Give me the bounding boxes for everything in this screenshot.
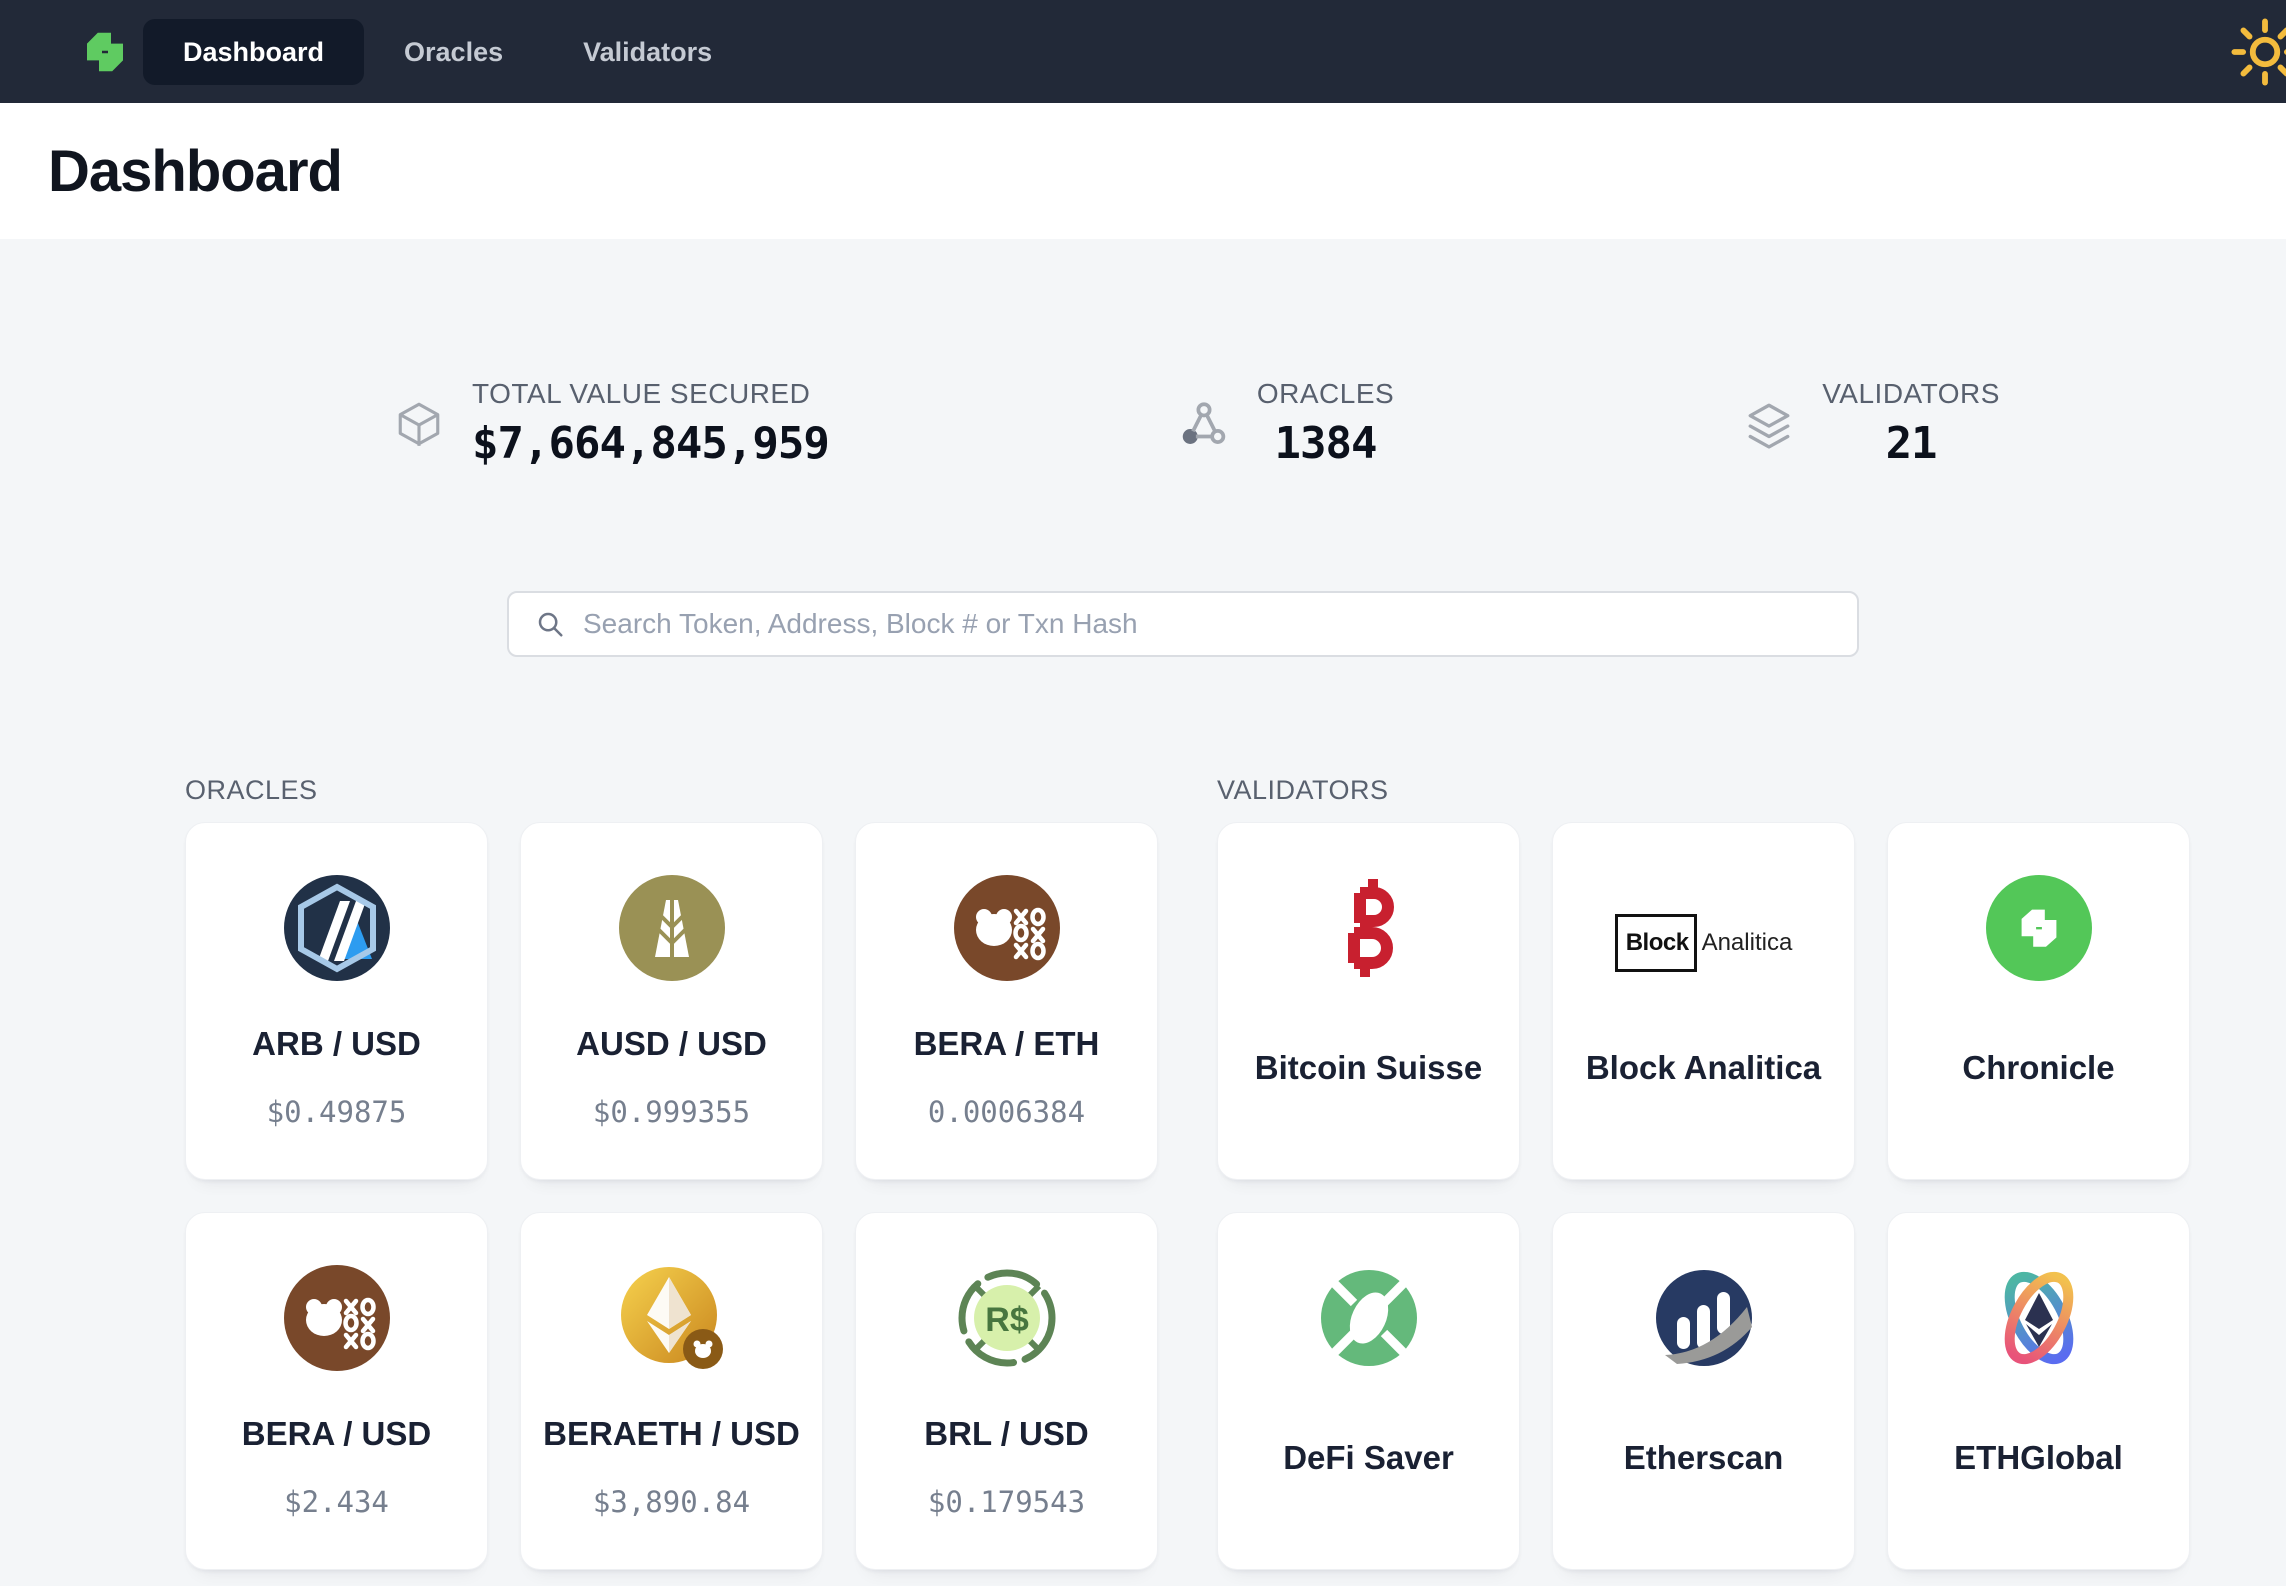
validator-card-bitcoin-suisse[interactable]: Bitcoin Suisse	[1217, 822, 1520, 1180]
pair-price: $0.179543	[927, 1485, 1086, 1519]
oracle-card-arb-usd[interactable]: ARB / USD $0.49875	[185, 822, 488, 1180]
validators-section: VALIDATORS Bitcoin Suisse	[1217, 775, 2190, 1570]
validator-cards: Bitcoin Suisse Block Analitica Block Ana…	[1217, 822, 2190, 1570]
oracle-cards: ARB / USD $0.49875 AUSD / USD	[185, 822, 1158, 1570]
oracle-card-bera-eth[interactable]: BERA / ETH 0.0006384	[855, 822, 1158, 1180]
arbitrum-icon	[283, 875, 390, 981]
ethglobal-icon	[2004, 1271, 2073, 1365]
bera-icon	[953, 875, 1060, 981]
block-analitica-logo: Block Analitica	[1614, 875, 1792, 981]
block-analitica-box: Block	[1614, 914, 1697, 972]
layers-icon	[1748, 403, 1790, 449]
cube-icon	[398, 402, 440, 446]
pair-name: BERA / USD	[241, 1415, 432, 1452]
stat-value: 21	[1885, 418, 1938, 469]
pair-name: BERAETH / USD	[543, 1415, 800, 1452]
validator-card-block-analitica[interactable]: Block Analitica Block Analitica	[1552, 822, 1855, 1180]
content-columns: ORACLES ARB / USD $0.49875	[185, 775, 2286, 1570]
block-analitica-rest: Analitica	[1701, 929, 1793, 956]
validator-card-chronicle[interactable]: Chronicle	[1887, 822, 2190, 1180]
validator-name: ETHGlobal	[1954, 1439, 2123, 1476]
validators-section-label: VALIDATORS	[1217, 775, 1389, 805]
pair-price: 0.0006384	[927, 1095, 1086, 1129]
stat-oracles: ORACLES 1384	[1179, 378, 1394, 469]
beraeth-icon	[620, 1267, 723, 1369]
search-input[interactable]	[583, 608, 1831, 640]
ausd-icon	[618, 875, 725, 981]
bera-icon	[283, 1265, 390, 1371]
stat-label: VALIDATORS	[1822, 378, 2000, 409]
network-icon	[1182, 401, 1226, 444]
stat-validators: VALIDATORS 21	[1744, 378, 2000, 469]
validator-name: Etherscan	[1623, 1439, 1784, 1476]
pair-name: AUSD / USD	[576, 1025, 767, 1062]
validator-name: DeFi Saver	[1283, 1439, 1454, 1476]
svg-text:R$: R$	[985, 1301, 1029, 1339]
chronicle-icon	[1985, 875, 2092, 981]
stat-value: 1384	[1274, 418, 1378, 469]
stats-row: TOTAL VALUE SECURED $7,664,845,959 ORACL…	[0, 378, 2286, 469]
stat-total-value-secured: TOTAL VALUE SECURED $7,664,845,959	[394, 378, 830, 469]
navbar: Dashboard Oracles Validators	[0, 0, 2286, 103]
pair-name: BRL / USD	[924, 1415, 1089, 1452]
nav-item-dashboard[interactable]: Dashboard	[143, 18, 365, 85]
oracle-card-ausd-usd[interactable]: AUSD / USD $0.999355	[520, 822, 823, 1180]
bitcoin-suisse-icon	[1347, 879, 1394, 977]
validator-name: Chronicle	[1962, 1049, 2115, 1086]
pair-name: ARB / USD	[252, 1025, 421, 1062]
search-bar	[507, 591, 1859, 657]
oracles-section: ORACLES ARB / USD $0.49875	[185, 775, 1158, 1570]
stat-label: ORACLES	[1256, 378, 1395, 409]
stat-label: TOTAL VALUE SECURED	[472, 378, 811, 409]
validator-name: Bitcoin Suisse	[1254, 1049, 1483, 1086]
validator-card-etherscan[interactable]: Etherscan	[1552, 1212, 1855, 1570]
search-icon	[538, 612, 563, 637]
validator-card-defi-saver[interactable]: DeFi Saver	[1217, 1212, 1520, 1570]
nav-item-oracles[interactable]: Oracles	[404, 36, 504, 67]
nav-items: Dashboard Oracles Validators	[143, 18, 752, 85]
sun-icon[interactable]	[2230, 17, 2286, 87]
oracle-card-bera-usd[interactable]: BERA / USD $2.434	[185, 1212, 488, 1570]
pair-price: $3,890.84	[592, 1485, 751, 1519]
page-title: Dashboard	[48, 138, 343, 204]
chronicle-logo-icon[interactable]	[75, 18, 135, 86]
defi-saver-icon	[1320, 1270, 1417, 1366]
validator-card-ethglobal[interactable]: ETHGlobal	[1887, 1212, 2190, 1570]
pair-price: $0.49875	[266, 1095, 407, 1129]
pair-price: $2.434	[284, 1485, 389, 1519]
nav-item-validators[interactable]: Validators	[583, 36, 713, 67]
pair-price: $0.999355	[592, 1095, 751, 1129]
stat-value: $7,664,845,959	[472, 418, 830, 469]
page-header: Dashboard	[0, 103, 2286, 239]
etherscan-icon	[1655, 1270, 1752, 1366]
brl-icon: R$	[958, 1269, 1055, 1367]
validator-name: Block Analitica	[1585, 1049, 1822, 1086]
oracle-card-beraeth-usd[interactable]: BERAETH / USD $3,890.84	[520, 1212, 823, 1570]
oracle-card-brl-usd[interactable]: R$ BRL / USD $0.179543	[855, 1212, 1158, 1570]
oracles-section-label: ORACLES	[185, 775, 318, 805]
pair-name: BERA / ETH	[913, 1025, 1100, 1062]
